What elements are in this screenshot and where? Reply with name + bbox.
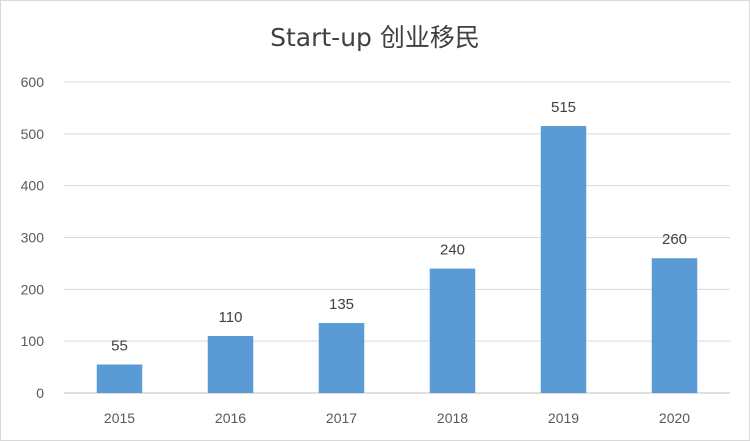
x-tick-label: 2017 — [326, 410, 357, 426]
data-label-2016: 110 — [219, 309, 243, 326]
x-axis-ticks: 2015 2016 2017 2018 2019 2020 — [104, 410, 690, 426]
x-tick-label: 2018 — [437, 410, 468, 426]
y-tick-label: 600 — [21, 74, 45, 90]
data-label-2017: 135 — [329, 296, 354, 313]
gridlines — [64, 81, 730, 394]
y-tick-label: 100 — [21, 333, 45, 349]
data-label-2020: 260 — [662, 231, 687, 248]
y-tick-label: 300 — [21, 230, 45, 246]
x-tick-label: 2015 — [104, 410, 135, 426]
data-label-2018: 240 — [440, 242, 465, 259]
y-tick-label: 0 — [36, 385, 44, 401]
x-tick-label: 2016 — [215, 410, 246, 426]
bar-2019 — [540, 126, 587, 393]
bars — [96, 126, 698, 393]
y-axis-ticks: 0 100 200 300 400 500 600 — [21, 74, 45, 401]
x-tick-label: 2019 — [548, 410, 579, 426]
bar-2017 — [318, 323, 365, 393]
data-labels: 55 110 135 240 515 260 — [111, 99, 687, 354]
bar-2015 — [96, 364, 143, 393]
bar-2016 — [207, 335, 254, 393]
data-label-2019: 515 — [551, 99, 576, 116]
bar-2020 — [651, 258, 698, 393]
y-tick-label: 200 — [21, 281, 45, 297]
y-tick-label: 400 — [21, 178, 45, 194]
x-tick-label: 2020 — [659, 410, 690, 426]
y-tick-label: 500 — [21, 126, 45, 142]
data-label-2015: 55 — [111, 337, 128, 354]
chart-title: Start-up 创业移民 — [270, 23, 480, 52]
bar-2018 — [429, 268, 476, 393]
